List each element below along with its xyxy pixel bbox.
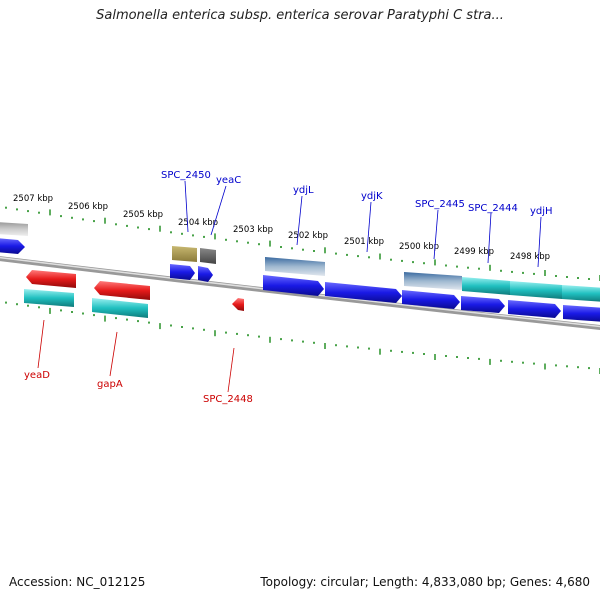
accession-label: Accession: NC_012125 [9, 575, 146, 589]
scale-label: 2501 kbp [344, 237, 384, 247]
gene-feature-spc2445[interactable] [404, 272, 462, 290]
gene-feature-grey[interactable] [0, 222, 28, 236]
cds-arrow[interactable] [461, 296, 505, 313]
cds-arrow[interactable] [402, 290, 460, 309]
gene-feature-gapa[interactable] [92, 298, 148, 318]
cds-arrow[interactable] [563, 305, 600, 322]
gene-feature-spc2448[interactable] [232, 298, 244, 311]
gene-label[interactable]: SPC_2450 [161, 170, 211, 181]
gene-label[interactable]: gapA [97, 379, 123, 390]
gene-feature-cyan-right[interactable] [562, 285, 600, 302]
reverse-strand-features [24, 270, 244, 318]
gene-feature-yead-rna[interactable] [26, 270, 76, 288]
scale-ticks-outer [5, 206, 600, 281]
topology-label: Topology: circular; Length: 4,833,080 bp… [260, 575, 590, 589]
scale-label: 2506 kbp [68, 202, 108, 212]
cds-arrow[interactable] [508, 300, 561, 318]
cds-arrow[interactable] [0, 238, 25, 254]
forward-strand-features [0, 222, 600, 322]
scale-labels: 2507 kbp 2506 kbp 2505 kbp 2504 kbp 2503… [13, 194, 550, 262]
cds-arrow[interactable] [325, 282, 402, 303]
cds-arrow[interactable] [263, 275, 324, 296]
gene-feature-yead[interactable] [24, 289, 74, 307]
gene-feature-spc2444[interactable] [462, 277, 510, 295]
scale-label: 2499 kbp [454, 247, 494, 257]
gene-feature-gapa-rna[interactable] [94, 281, 150, 300]
gene-feature-spc2450[interactable] [172, 246, 197, 262]
gene-feature-yeac[interactable] [200, 248, 216, 264]
cds-arrow[interactable] [170, 264, 195, 280]
gene-label[interactable]: SPC_2444 [468, 203, 518, 214]
map-title: Salmonella enterica subsp. enterica sero… [96, 8, 504, 23]
cds-arrow[interactable] [198, 266, 213, 282]
gene-label[interactable]: ydjL [293, 185, 314, 196]
label-leaders [37, 180, 542, 393]
gene-label[interactable]: yeaC [216, 175, 241, 186]
gene-label[interactable]: yeaD [24, 370, 50, 381]
gene-label[interactable]: SPC_2448 [203, 394, 253, 405]
gene-feature-ydjl[interactable] [265, 257, 325, 276]
gene-label[interactable]: ydjH [530, 206, 553, 217]
gene-label[interactable]: ydjK [361, 191, 383, 202]
scale-ticks-inner [5, 301, 600, 374]
scale-label: 2500 kbp [399, 242, 439, 252]
gene-feature-ydjh[interactable] [510, 281, 562, 299]
scale-label: 2502 kbp [288, 231, 328, 241]
scale-label: 2498 kbp [510, 252, 550, 262]
scale-label: 2505 kbp [123, 210, 163, 220]
scale-label: 2507 kbp [13, 194, 53, 204]
scale-label: 2503 kbp [233, 225, 273, 235]
gene-labels: SPC_2450 yeaC ydjL ydjK SPC_2445 SPC_244… [24, 170, 553, 405]
scale-label: 2504 kbp [178, 218, 218, 228]
gene-label[interactable]: SPC_2445 [415, 199, 465, 210]
